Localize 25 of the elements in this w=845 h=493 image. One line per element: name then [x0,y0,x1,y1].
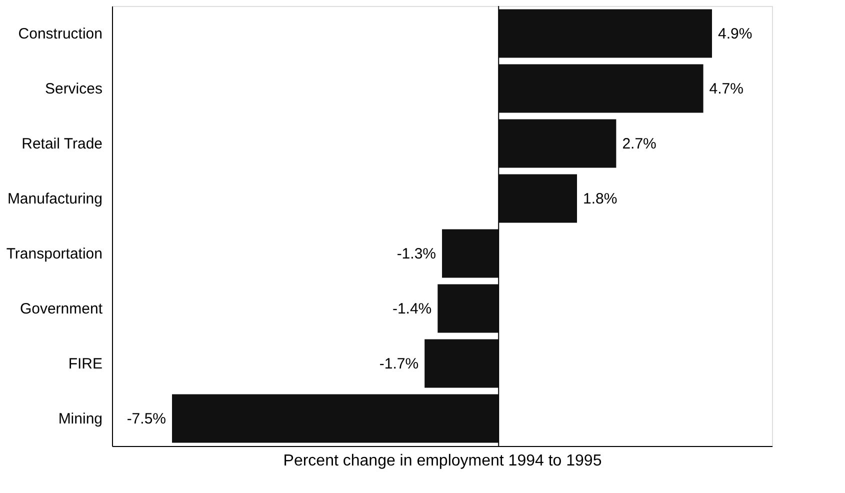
data-label: -1.7% [379,356,419,372]
bar [438,284,499,333]
bar [172,394,499,443]
bar [498,9,712,58]
bar [442,229,499,278]
y-tick-label: Mining [58,410,102,428]
y-tick-label: FIRE [68,356,102,372]
y-tick-label: Construction [18,26,102,42]
x-axis-title: Percent change in employment 1994 to 1995 [283,452,602,470]
data-label: 4.9% [718,26,752,42]
bar [498,119,616,168]
data-label: -1.4% [392,300,432,318]
y-tick-label: Retail Trade [22,136,102,152]
bar [498,64,704,113]
data-label: -7.5% [126,410,166,428]
y-tick-label: Transportation [6,246,102,262]
y-tick-label: Government [20,300,104,318]
data-label: 2.7% [622,136,656,152]
y-tick-label: Services [44,80,102,98]
data-label: 1.8% [583,190,618,208]
bar [424,339,499,388]
data-label: 4.7% [709,80,744,98]
data-label: -1.3% [396,246,436,262]
bar [498,174,577,223]
y-tick-label: Manufacturing [7,190,102,208]
